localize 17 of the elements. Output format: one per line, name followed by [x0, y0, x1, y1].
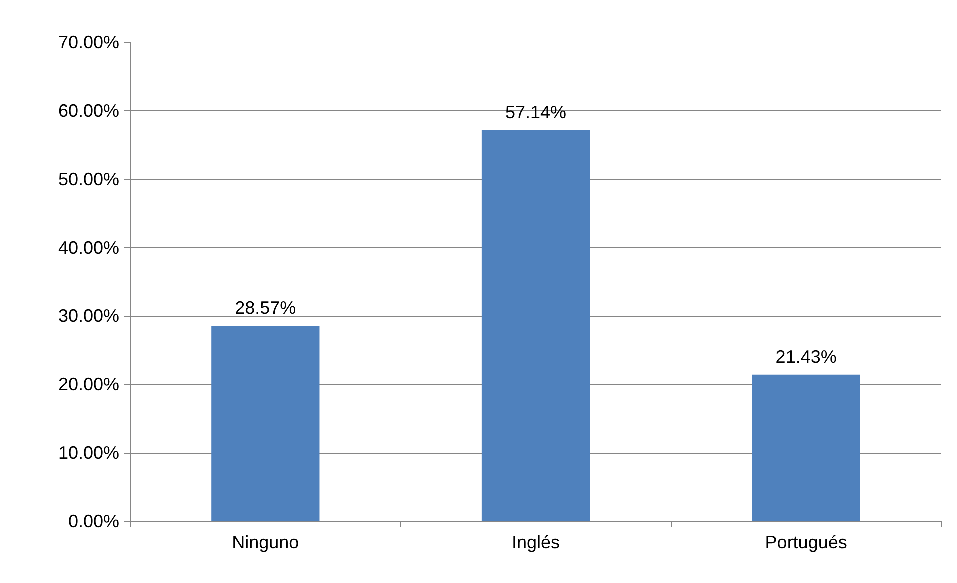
y-tick-label: 0.00%	[68, 512, 120, 532]
y-tick-label: 70.00%	[58, 32, 120, 52]
data-label: 57.14%	[505, 102, 567, 122]
y-tick-label: 60.00%	[58, 100, 120, 121]
bar	[752, 374, 860, 522]
y-tick-label: 10.00%	[58, 443, 120, 464]
x-tick-label: Inglés	[512, 532, 560, 552]
x-tick-label: Ninguno	[232, 532, 300, 552]
x-tick-label: Portugués	[765, 532, 848, 552]
y-tick-label: 40.00%	[58, 238, 120, 258]
bar	[482, 130, 590, 522]
data-label: 28.57%	[235, 298, 296, 318]
y-tick-label: 30.00%	[58, 306, 120, 326]
data-label: 21.43%	[776, 346, 837, 367]
y-tick-label: 20.00%	[58, 374, 120, 395]
y-tick-label: 50.00%	[58, 169, 120, 190]
bar	[212, 326, 320, 522]
